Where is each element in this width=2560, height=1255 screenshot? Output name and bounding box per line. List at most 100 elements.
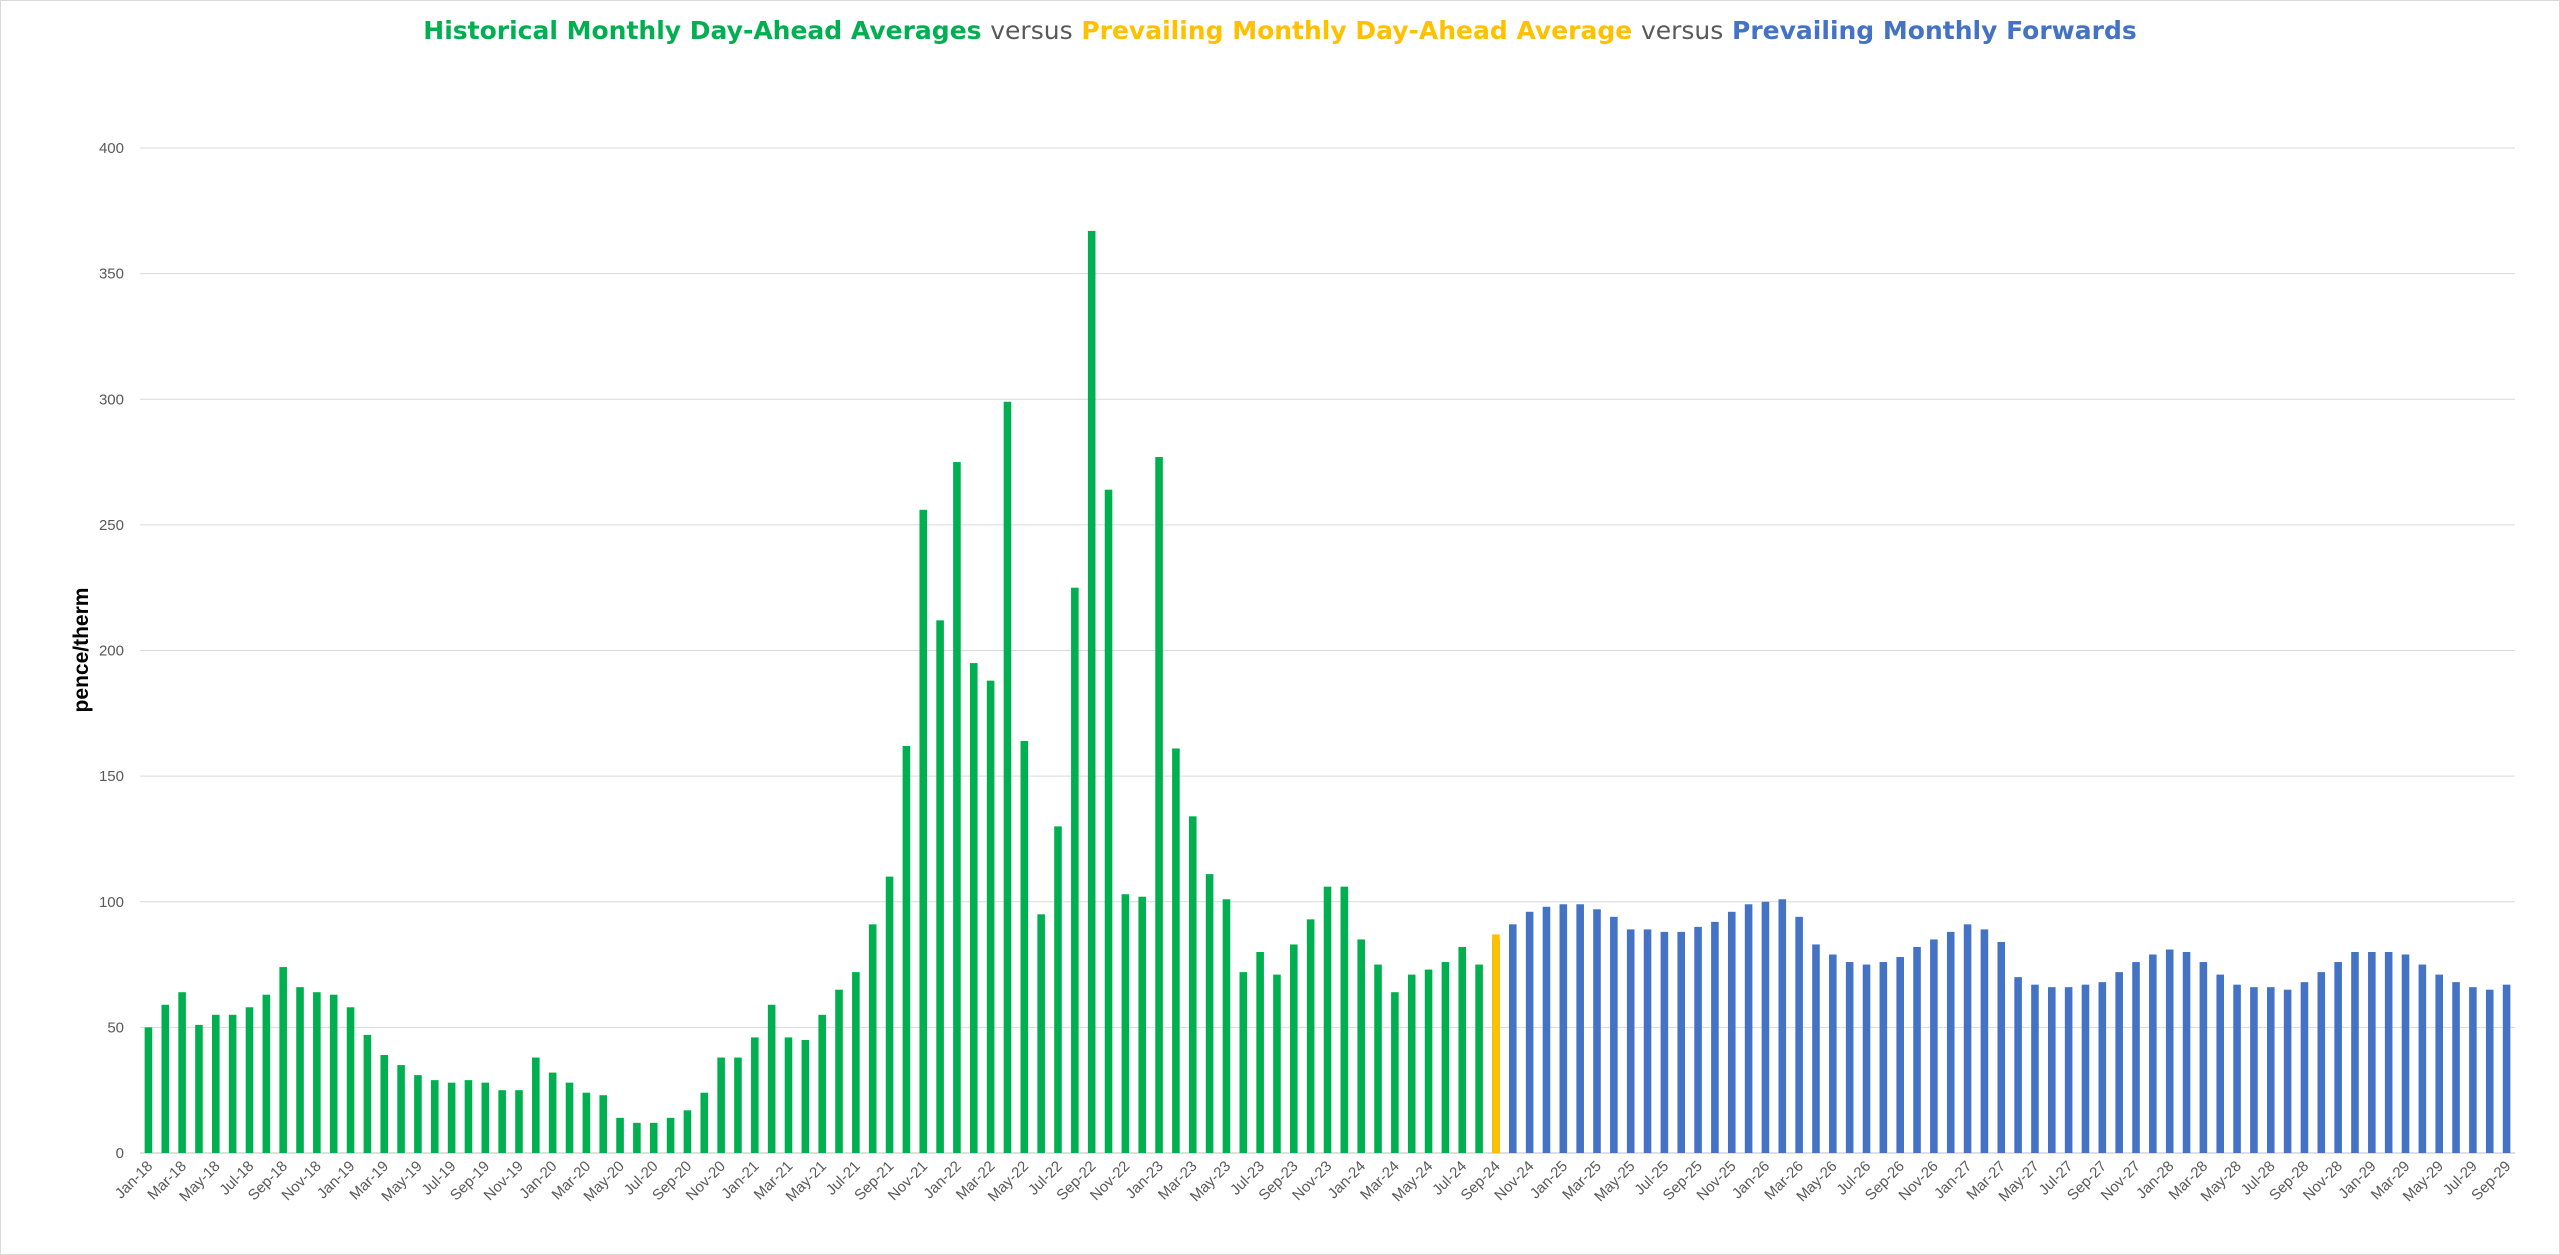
forward-bar <box>1845 962 1854 1153</box>
historical-bar <box>1188 816 1197 1153</box>
y-tick-label: 200 <box>99 643 124 660</box>
forward-bar <box>1677 931 1686 1153</box>
forward-bar <box>2048 987 2056 1153</box>
historical-bar <box>1273 974 1281 1153</box>
forward-bar <box>1761 901 1770 1153</box>
forward-bar <box>2216 974 2225 1153</box>
forward-bar <box>1795 916 1803 1153</box>
y-tick-label: 100 <box>99 894 124 911</box>
y-tick-label: 300 <box>99 391 124 408</box>
forward-bar <box>2031 984 2039 1153</box>
forward-bar <box>1542 906 1551 1153</box>
forward-bar <box>2435 974 2443 1153</box>
forward-bar <box>2233 984 2241 1153</box>
historical-bar <box>1239 972 1248 1153</box>
historical-bar <box>936 620 944 1153</box>
y-tick-label: 400 <box>99 140 124 157</box>
forward-bar <box>2098 982 2107 1153</box>
historical-bar <box>1374 964 1382 1153</box>
forward-bar <box>1829 954 1837 1153</box>
historical-bar <box>969 663 978 1153</box>
historical-bar <box>532 1057 540 1153</box>
x-axis-ticks: Jan-18Mar-18May-18Jul-18Sep-18Nov-18Jan-… <box>112 1158 2515 1205</box>
historical-bar <box>1054 826 1062 1154</box>
forward-bar <box>1626 929 1635 1153</box>
forward-bar <box>1711 921 1719 1153</box>
forward-bar <box>1913 946 1921 1153</box>
historical-bar <box>228 1014 237 1153</box>
historical-bar <box>1306 919 1315 1153</box>
historical-bar <box>346 1007 355 1153</box>
historical-bar <box>986 680 995 1153</box>
forward-bar <box>1812 944 1820 1153</box>
historical-bar <box>363 1034 372 1153</box>
historical-bar <box>1172 748 1180 1153</box>
historical-bar <box>1407 974 1416 1153</box>
forward-bar <box>1643 929 1652 1153</box>
forward-bar <box>2334 962 2342 1153</box>
forward-bar <box>2401 954 2410 1153</box>
historical-bar <box>329 994 338 1153</box>
forward-bar <box>2368 952 2376 1153</box>
historical-bar <box>953 462 961 1153</box>
forward-bar <box>1930 939 1938 1153</box>
y-tick-label: 0 <box>116 1145 124 1162</box>
historical-bar <box>481 1082 490 1153</box>
historical-bar <box>1475 964 1483 1153</box>
historical-bar <box>1020 740 1029 1153</box>
forward-bar <box>2132 962 2140 1153</box>
forward-bar <box>2149 954 2157 1153</box>
historical-bar <box>397 1065 405 1153</box>
historical-bar <box>1003 401 1012 1153</box>
historical-bar <box>1391 992 1399 1153</box>
forward-bar <box>1963 924 1972 1153</box>
forward-bar <box>1862 964 1871 1153</box>
forward-bar <box>2081 984 2090 1153</box>
y-axis-label: pence/therm <box>70 588 93 713</box>
forward-bar <box>1744 904 1753 1153</box>
historical-bar <box>835 989 843 1153</box>
historical-bar <box>633 1122 641 1153</box>
historical-bar <box>498 1090 506 1153</box>
historical-bar <box>1340 886 1349 1153</box>
historical-bar <box>1037 914 1045 1153</box>
forward-bar <box>2182 952 2191 1153</box>
historical-bar <box>784 1037 793 1153</box>
y-tick-label: 150 <box>99 768 124 785</box>
historical-bar <box>245 1007 254 1153</box>
historical-bar <box>700 1092 709 1153</box>
forward-bar <box>1997 941 2006 1153</box>
historical-bar <box>902 745 911 1153</box>
forward-bar <box>1946 931 1955 1153</box>
historical-bar <box>548 1072 557 1153</box>
historical-bar <box>515 1090 523 1153</box>
historical-bar <box>1155 457 1163 1153</box>
forward-bar <box>2502 984 2511 1153</box>
title-historical: Historical Monthly Day-Ahead Averages <box>423 16 982 45</box>
forward-bar <box>2418 964 2427 1153</box>
forward-bar <box>2266 987 2275 1153</box>
historical-bar <box>919 509 928 1153</box>
forward-bar <box>2064 987 2073 1153</box>
forward-bar <box>1559 904 1568 1153</box>
historical-bar <box>447 1082 456 1153</box>
historical-bar <box>734 1057 742 1153</box>
historical-bar <box>751 1037 759 1153</box>
title-separator-1: versus <box>990 16 1073 45</box>
forward-bar <box>1980 929 1989 1153</box>
historical-bar <box>1121 894 1130 1153</box>
historical-bar <box>313 992 321 1153</box>
historical-bar <box>1290 944 1298 1153</box>
forward-bar <box>1727 911 1736 1153</box>
historical-bar <box>195 1024 203 1153</box>
historical-bar <box>1323 886 1332 1153</box>
forward-bar <box>2384 952 2393 1153</box>
forward-bar <box>2317 972 2326 1153</box>
y-axis-ticks: 0 50 100 150 200 250 300 350 400 <box>99 140 124 1162</box>
historical-bar <box>649 1122 658 1153</box>
forward-bar <box>2283 989 2292 1153</box>
historical-bar <box>801 1039 810 1153</box>
historical-bar <box>599 1095 607 1153</box>
forward-bar <box>1525 911 1534 1153</box>
